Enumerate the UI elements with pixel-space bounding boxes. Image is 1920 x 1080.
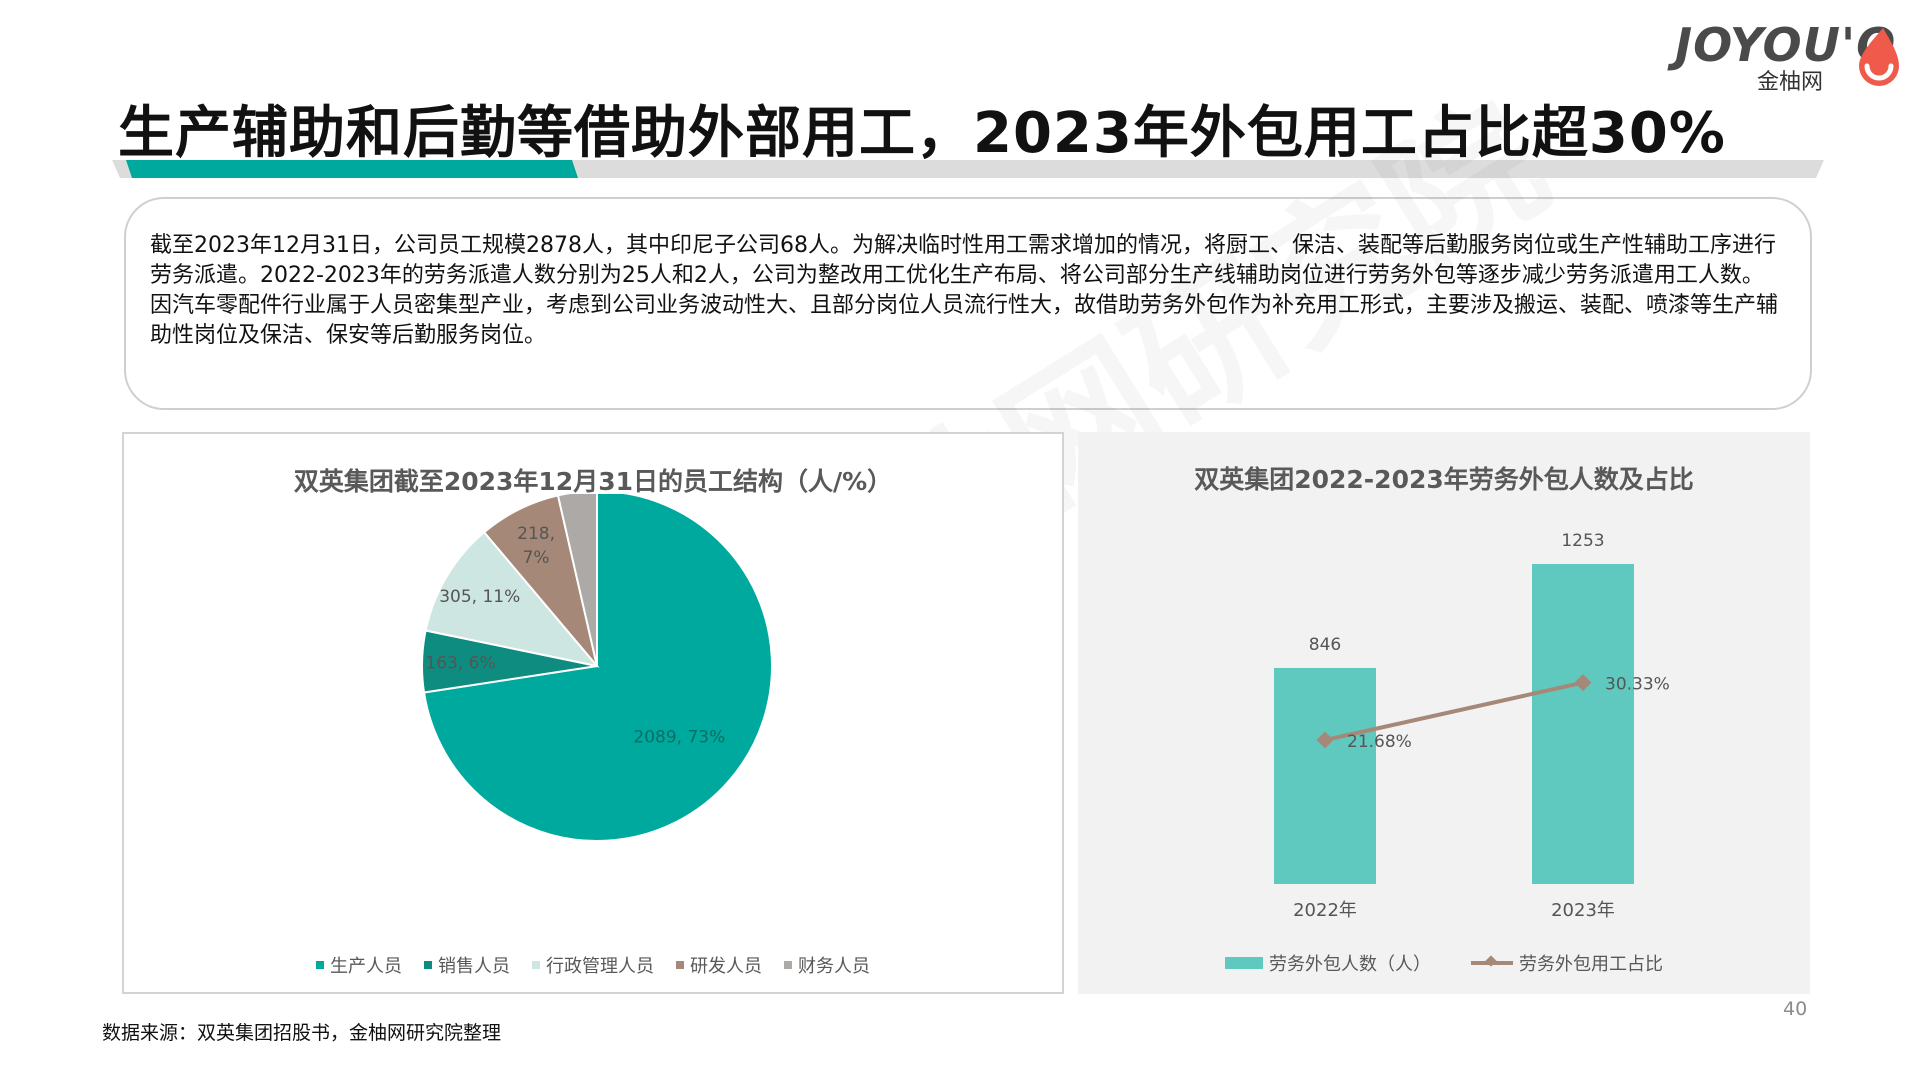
- outsourcing-chart: 双英集团2022-2023年劳务外包人数及占比 846 2022年 1253 2023…: [1078, 432, 1810, 994]
- pie-data-label-line: 305, 11%: [439, 587, 520, 607]
- pie-data-label-line: 7%: [523, 548, 550, 568]
- intro-paragraph-1: 截至2023年12月31日，公司员工规模2878人，其中印尼子公司68人。为解决…: [150, 233, 1776, 288]
- pie-slice-1: [422, 494, 773, 842]
- legend-label: 行政管理人员: [546, 956, 654, 977]
- pie-data-label-line: 2089, 73%: [633, 728, 725, 748]
- page-title: 生产辅助和后勤等借助外部用工，2023年外包用工占比超30%: [118, 101, 1726, 166]
- pie-slice-3: [424, 530, 600, 668]
- bar-line-chart: 846 2022年 1253 2023年 21.68% 30.33%: [1274, 531, 1670, 921]
- legend-label: 生产人员: [330, 956, 402, 977]
- pie-data-label-1: 2089, 73%: [633, 728, 725, 748]
- title-underline-bar: [112, 160, 1824, 178]
- pie-data-label-line: 163, 6%: [425, 653, 495, 673]
- pie-chart: 2089, 73%163, 6%305, 11%218,7%103, 3%: [421, 494, 773, 842]
- pie-data-label-2: 163, 6%: [425, 653, 495, 673]
- bar-1: [1274, 667, 1376, 884]
- pie-legend: 生产人员 销售人员 行政管理人员 研发人员 财务人员: [124, 952, 1062, 978]
- line-value-label-2: 30.33%: [1605, 675, 1670, 695]
- legend-label: 劳务外包用工占比: [1519, 954, 1663, 975]
- legend-swatch: [316, 961, 324, 969]
- logo-brand-text: JOYOU'O: [1675, 18, 1897, 72]
- data-source-note: 数据来源：双英集团招股书，金柚网研究院整理: [102, 1022, 502, 1044]
- logo-drop-icon: [1859, 28, 1899, 86]
- joyowo-logo: JOYOU'O 金柚网: [1675, 16, 1905, 95]
- pie-data-label-3: 305, 11%: [439, 587, 520, 607]
- bar-legend-item-2: 劳务外包用工占比: [1471, 950, 1663, 976]
- legend-swatch: [1471, 955, 1513, 967]
- pie-chart-title: 双英集团截至2023年12月31日的员工结构（人/%）: [293, 467, 893, 496]
- x-tick-label-1: 2022年: [1293, 900, 1357, 921]
- intro-text-box: 截至2023年12月31日，公司员工规模2878人，其中印尼子公司68人。为解决…: [124, 197, 1812, 410]
- logo-sub-text: 金柚网: [1757, 70, 1824, 95]
- legend-swatch: [784, 961, 792, 969]
- pie-data-label-line: 218,: [517, 524, 555, 544]
- legend-label: 研发人员: [690, 956, 762, 977]
- legend-label: 财务人员: [798, 956, 870, 977]
- bar-value-label-1: 846: [1309, 635, 1341, 655]
- bar-2: [1532, 564, 1634, 884]
- pie-data-label-4: 218, 7%: [517, 524, 555, 568]
- x-tick-label-2: 2023年: [1551, 900, 1615, 921]
- legend-label: 销售人员: [438, 956, 510, 977]
- line-series: [1324, 680, 1584, 742]
- bar-legend-item-1: 劳务外包人数（人）: [1225, 950, 1431, 976]
- bar-chart-title: 双英集团2022-2023年劳务外包人数及占比: [1194, 465, 1694, 494]
- bar-legend: 劳务外包人数（人） 劳务外包用工占比: [1078, 950, 1810, 976]
- pie-legend-item-3: 行政管理人员: [532, 952, 654, 978]
- pie-legend-item-5: 财务人员: [784, 952, 870, 978]
- legend-swatch: [676, 961, 684, 969]
- pie-legend-item-4: 研发人员: [676, 952, 762, 978]
- legend-label: 劳务外包人数（人）: [1269, 954, 1431, 975]
- pie-legend-item-1: 生产人员: [316, 952, 402, 978]
- legend-swatch: [532, 961, 540, 969]
- line-marker-1: [1316, 731, 1334, 749]
- employee-structure-chart: 双英集团截至2023年12月31日的员工结构（人/%） 2089, 73% 163…: [122, 432, 1064, 994]
- legend-swatch: [424, 961, 432, 969]
- legend-swatch: [1225, 957, 1263, 969]
- pie-slice-5: [556, 494, 598, 667]
- pie-legend-item-2: 销售人员: [424, 952, 510, 978]
- legend-marker: [1485, 955, 1497, 967]
- line-value-label-1: 21.68%: [1347, 732, 1412, 752]
- page-number: 40: [1783, 998, 1808, 1020]
- intro-paragraph-2: 因汽车零配件行业属于人员密集型产业，考虑到公司业务波动性大、且部分岗位人员流行性…: [150, 293, 1779, 348]
- bar-value-label-2: 1253: [1561, 531, 1604, 551]
